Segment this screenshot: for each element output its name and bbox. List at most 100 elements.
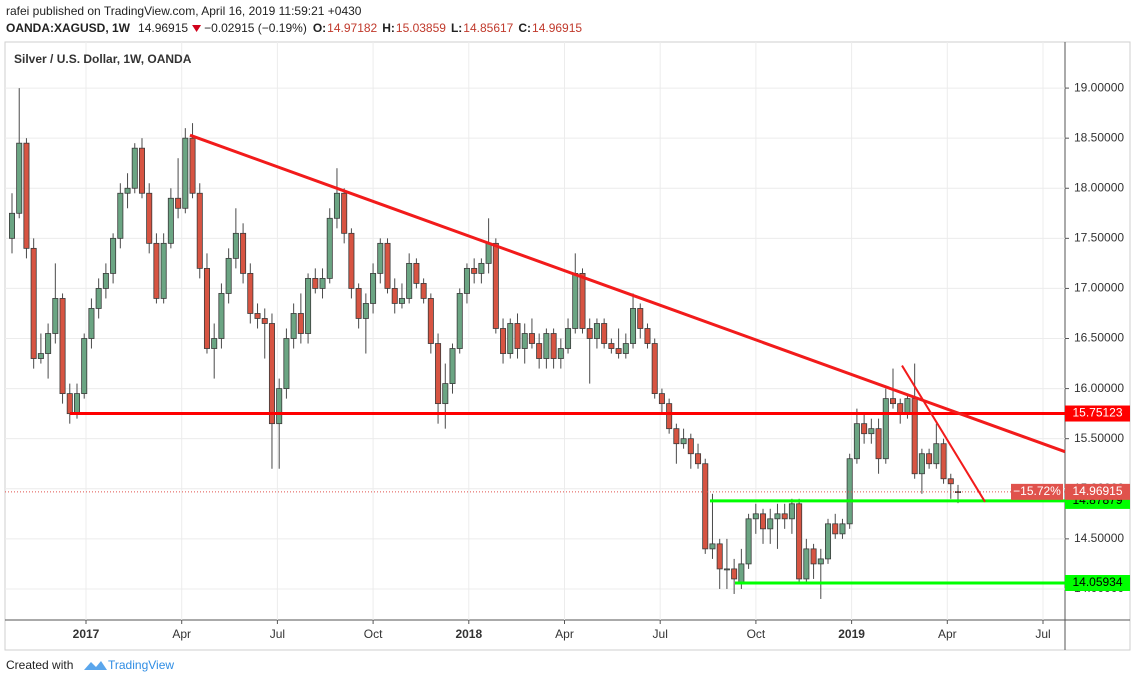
candle-body xyxy=(485,242,492,264)
candle-body xyxy=(514,323,521,349)
candle-body xyxy=(290,313,297,339)
candle-body xyxy=(319,278,326,289)
candle-body xyxy=(110,237,117,274)
footer-brand[interactable]: TradingView xyxy=(108,658,174,672)
change: −0.02915 (−0.19%) xyxy=(204,21,307,35)
candle-body xyxy=(312,278,319,289)
candle-body xyxy=(882,398,889,460)
y-tick-label: 15.50000 xyxy=(1074,431,1124,445)
candle-body xyxy=(572,273,579,329)
candle-body xyxy=(355,288,362,319)
trendline xyxy=(189,133,1066,454)
candle-body xyxy=(59,298,66,395)
candle-body xyxy=(420,283,427,299)
candle-body xyxy=(492,242,499,329)
candle-body xyxy=(30,247,37,359)
candle-body xyxy=(232,232,239,259)
candle-body xyxy=(449,348,456,384)
candle-body xyxy=(853,423,860,460)
candle-body xyxy=(911,398,918,475)
candle-body xyxy=(341,192,348,234)
drawings xyxy=(5,133,1066,585)
candle-body xyxy=(565,328,572,349)
candle-body xyxy=(196,192,203,269)
x-tick-label: 2017 xyxy=(73,627,100,641)
price-label-box xyxy=(1011,483,1063,500)
candle-body xyxy=(138,147,145,194)
candle-body xyxy=(723,568,730,571)
x-tick-label: 2018 xyxy=(455,627,482,641)
candle-body xyxy=(73,393,80,415)
candle-body xyxy=(218,293,225,339)
candle-body xyxy=(781,513,788,520)
ohlc-value: 14.85617 xyxy=(463,21,513,35)
candle-body xyxy=(955,491,962,493)
y-tick-label: 14.50000 xyxy=(1074,531,1124,545)
candle-body xyxy=(774,513,781,520)
candle-body xyxy=(933,443,940,465)
candle-body xyxy=(478,262,485,274)
y-tick-label: 17.00000 xyxy=(1074,281,1124,295)
symbol: OANDA:XAGUSD, 1W xyxy=(6,21,131,35)
chart-title: Silver / U.S. Dollar, 1W, OANDA xyxy=(14,52,192,66)
price-label-box xyxy=(1065,483,1130,500)
candle-body xyxy=(435,343,442,405)
y-tick-label: 16.50000 xyxy=(1074,331,1124,345)
ohlc-key: L: xyxy=(451,21,462,35)
symbol-line: OANDA:XAGUSD, 1W 14.96915 −0.02915 (−0.1… xyxy=(6,21,582,35)
candle-body xyxy=(637,308,644,329)
candle-body xyxy=(463,267,470,294)
candle-body xyxy=(608,343,615,349)
candle-body xyxy=(189,137,196,194)
candle-body xyxy=(160,242,167,299)
candle-body xyxy=(247,273,254,314)
candle-body xyxy=(658,393,665,405)
x-tick-label: Jul xyxy=(1035,627,1050,641)
candle-body xyxy=(370,273,377,304)
chart-frame xyxy=(4,41,1131,651)
candle-body xyxy=(297,313,304,334)
candle-body xyxy=(384,242,391,289)
candle-body xyxy=(745,518,752,565)
candle-body xyxy=(890,398,897,405)
candle-body xyxy=(615,348,622,354)
candle-body xyxy=(153,242,160,299)
candle-body xyxy=(182,137,189,209)
candle-body xyxy=(586,328,593,339)
price-label: 14.05934 xyxy=(1072,575,1122,589)
candle-body xyxy=(861,423,868,435)
ohlc-value: 14.97182 xyxy=(327,21,377,35)
publisher-line: rafei published on TradingView.com, Apri… xyxy=(6,4,362,18)
candle-body xyxy=(947,478,954,485)
candle-body xyxy=(225,257,232,294)
ohlc-value: 14.96915 xyxy=(532,21,582,35)
candle-body xyxy=(695,453,702,465)
candle-body xyxy=(593,323,600,339)
candle-body xyxy=(377,242,384,274)
candle-body xyxy=(211,338,218,349)
candle-body xyxy=(406,262,413,299)
candle-body xyxy=(904,398,911,415)
candle-body xyxy=(471,267,478,274)
candle-body xyxy=(702,463,709,550)
candle-body xyxy=(918,453,925,475)
candle-body xyxy=(738,563,745,585)
candle-body xyxy=(37,353,44,359)
y-tick-label: 17.50000 xyxy=(1074,231,1124,245)
candle-body xyxy=(709,543,716,550)
price-label-box xyxy=(1065,575,1130,592)
candle-body xyxy=(825,523,832,560)
candle-body xyxy=(81,338,88,395)
candle-body xyxy=(167,197,174,244)
candle-body xyxy=(500,328,507,354)
ohlc-value: 15.03859 xyxy=(396,21,446,35)
candle-body xyxy=(630,308,637,344)
candle-body xyxy=(348,232,355,289)
ohlc-key: C: xyxy=(518,21,531,35)
candle-body xyxy=(543,333,550,359)
candle-body xyxy=(326,217,333,279)
candle-body xyxy=(839,523,846,535)
candle-body xyxy=(456,293,463,349)
x-tick-label: Jul xyxy=(270,627,285,641)
y-tick-label: 18.00000 xyxy=(1074,180,1124,194)
